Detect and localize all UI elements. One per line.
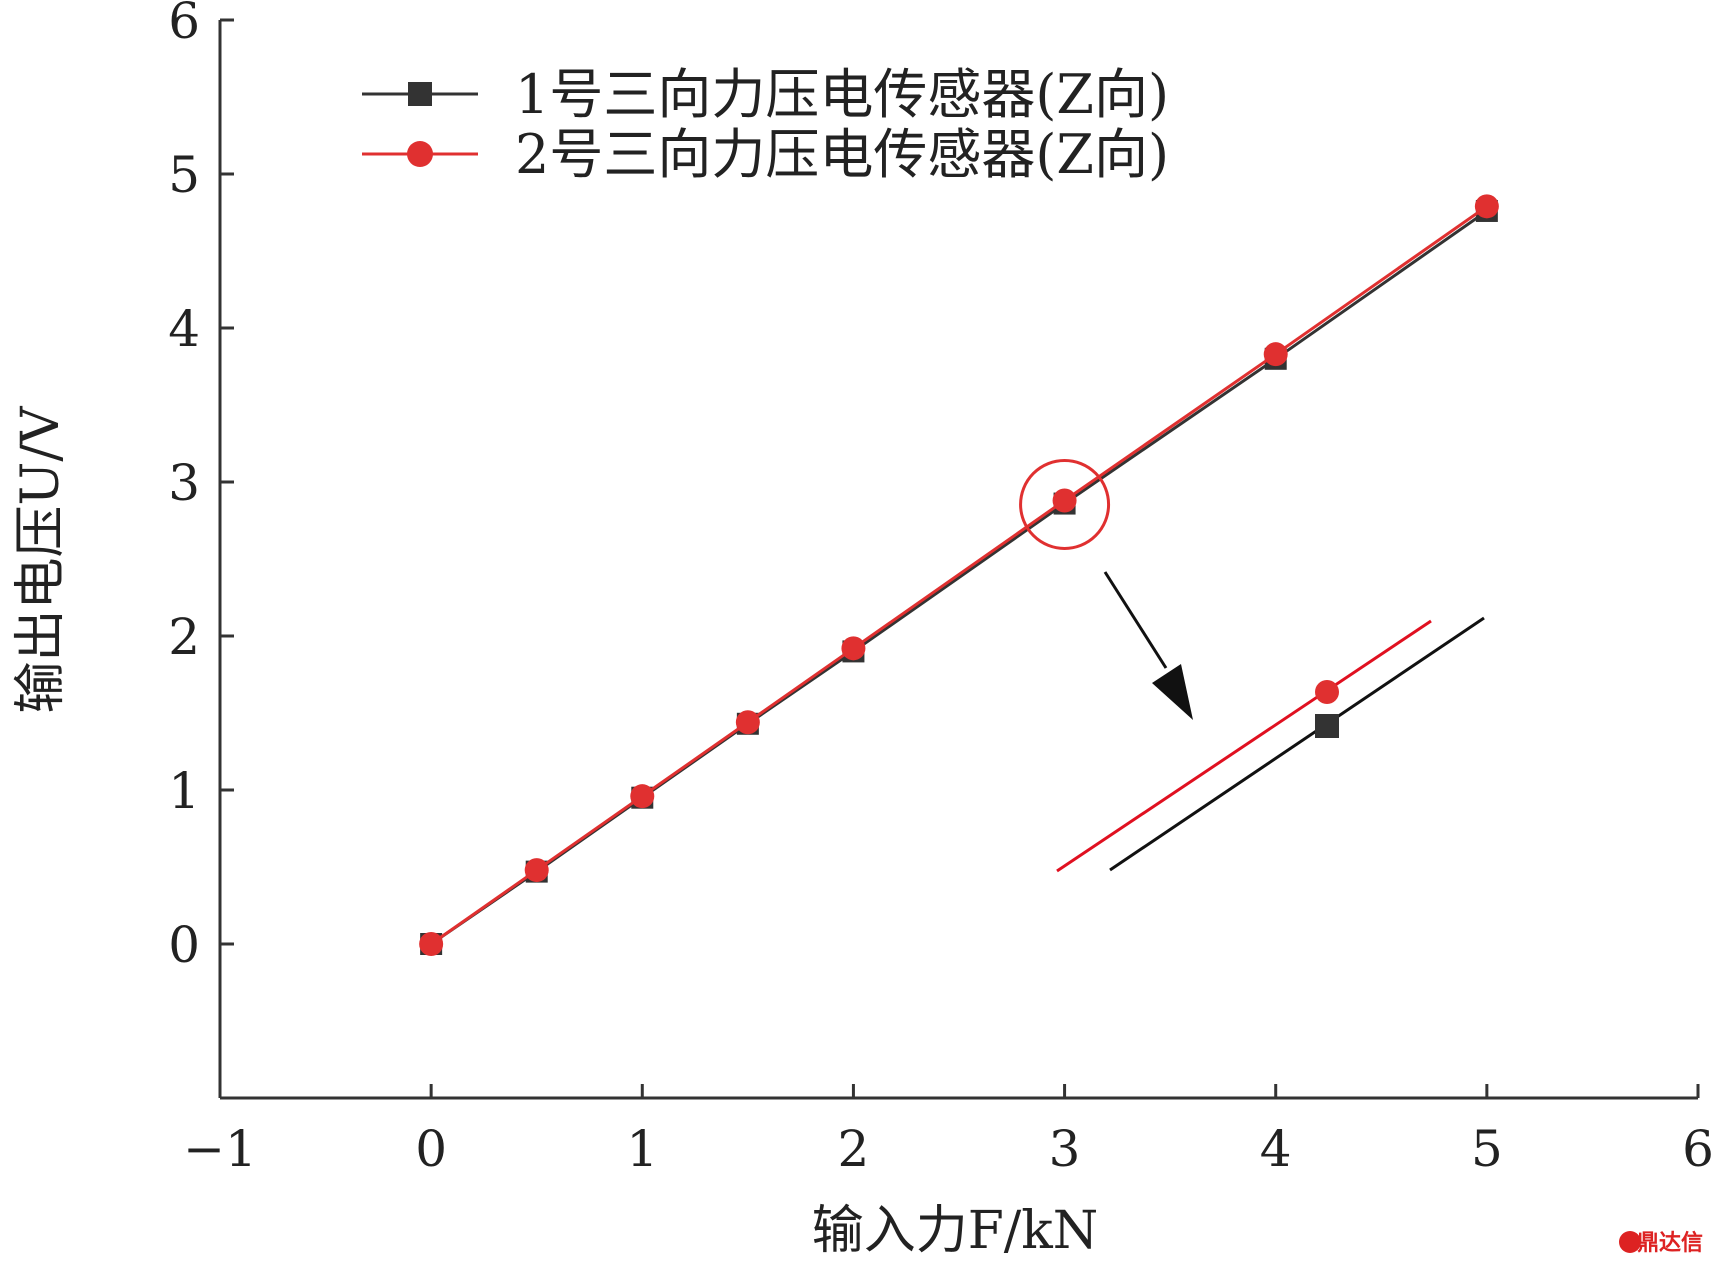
data-point-circle — [419, 932, 444, 956]
y-tick-label: 2 — [168, 608, 200, 666]
axes: −1 0 1 2 3 4 5 6 0 1 2 3 4 5 6 — [168, 0, 1714, 1178]
series-layer — [419, 194, 1499, 956]
y-tick-label: 6 — [168, 0, 200, 50]
x-tick-label: 5 — [1471, 1120, 1503, 1178]
zoom-annotation — [1019, 458, 1485, 873]
y-axis-label: 输出电压U/V — [11, 405, 71, 713]
inset-line-black — [1109, 616, 1485, 872]
watermark-logo-icon — [1619, 1231, 1641, 1253]
legend-marker-circle — [407, 141, 433, 167]
x-axis-label: 输入力F/kN — [812, 1201, 1099, 1261]
data-point-circle — [1474, 194, 1499, 219]
zoom-arrow-head — [1152, 664, 1193, 720]
x-tick-label: 4 — [1260, 1120, 1292, 1178]
legend-label-1: 1号三向力压电传感器(Z向) — [515, 63, 1169, 126]
x-tick-label: 6 — [1682, 1120, 1714, 1178]
watermark-text: 鼎达信 — [1637, 1230, 1703, 1256]
data-point-circle — [1263, 342, 1288, 367]
data-point-circle — [630, 784, 655, 809]
zoom-arrow-shaft — [1103, 571, 1168, 669]
data-point-circle — [841, 636, 866, 661]
x-tick-label: 0 — [415, 1120, 447, 1178]
y-tick-label: 5 — [168, 146, 200, 204]
data-point-circle — [735, 710, 760, 735]
legend: 1号三向力压电传感器(Z向)2号三向力压电传感器(Z向) — [362, 63, 1169, 186]
data-point-circle — [1052, 488, 1077, 513]
watermark-logo-circle — [1619, 1231, 1641, 1253]
x-tick-label: −1 — [183, 1120, 257, 1178]
inset-line-red — [1056, 619, 1432, 873]
inset-point-circle — [1315, 680, 1339, 704]
y-tick-label: 1 — [168, 762, 200, 820]
legend-marker-square — [408, 82, 432, 106]
legend-label-2: 2号三向力压电传感器(Z向) — [515, 123, 1169, 186]
x-tick-label: 3 — [1049, 1120, 1081, 1178]
x-tick-label: 1 — [626, 1120, 658, 1178]
inset-point-square — [1315, 714, 1339, 738]
data-point-circle — [524, 858, 549, 883]
x-tick-label: 2 — [838, 1120, 870, 1178]
highlight-circle — [1019, 458, 1111, 550]
series-line-2 — [430, 205, 1488, 946]
y-tick-label: 0 — [168, 916, 200, 974]
y-tick-label: 3 — [168, 454, 200, 512]
y-tick-label: 4 — [168, 300, 200, 358]
